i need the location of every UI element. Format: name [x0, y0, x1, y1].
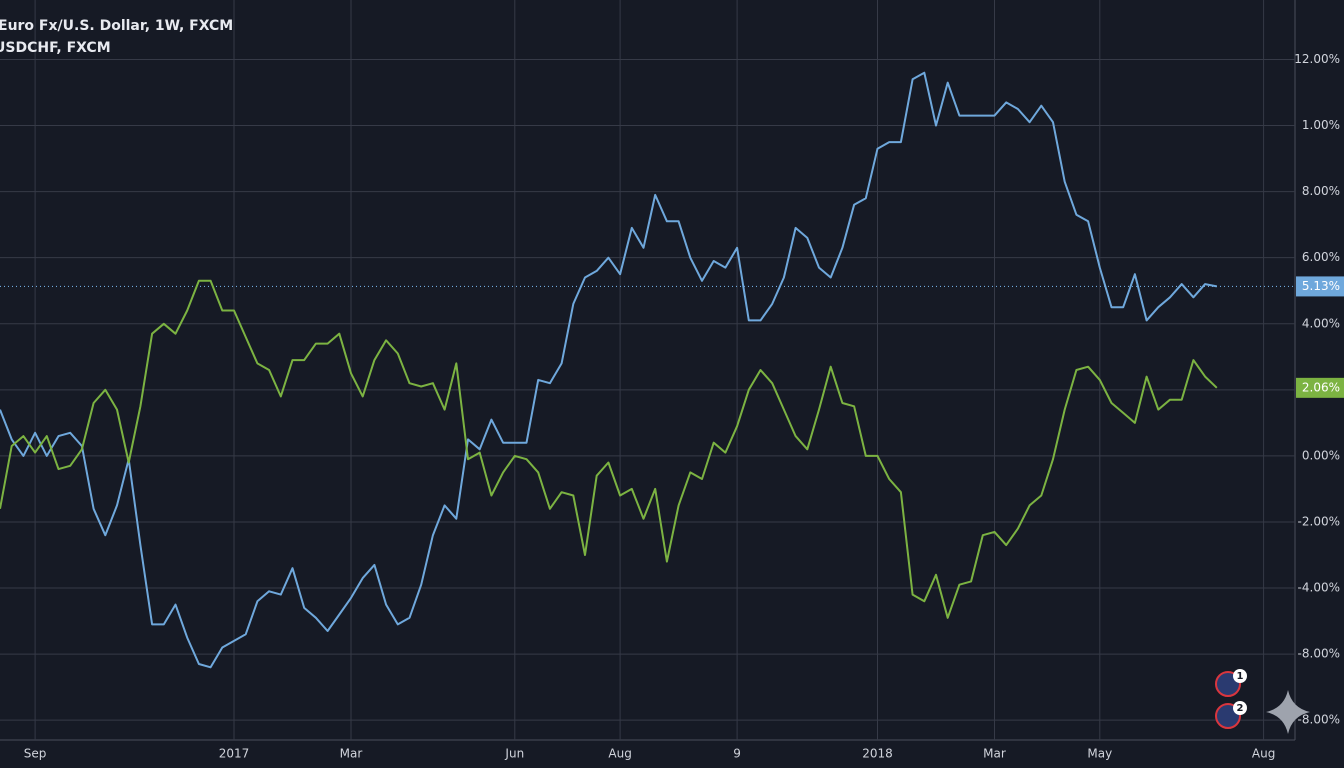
y-tick-label: 12.00% — [1294, 52, 1340, 66]
legend-entry: USDCHF, FXCM — [0, 40, 111, 56]
y-tick-label: 6.00% — [1302, 250, 1340, 264]
price-label-box — [1296, 377, 1344, 398]
series-line — [0, 279, 1218, 619]
badge-number: 2 — [1237, 703, 1244, 714]
x-tick-label: Sep — [24, 747, 47, 761]
x-tick-label: May — [1087, 747, 1112, 761]
y-tick-label: -8.00% — [1298, 713, 1340, 727]
x-tick-label: Aug — [1252, 747, 1275, 761]
y-tick-label: 8.00% — [1302, 184, 1340, 198]
y-tick-label: 0.00% — [1302, 448, 1340, 462]
y-tick-label: 4.00% — [1302, 316, 1340, 330]
x-tick-label: 2017 — [219, 747, 250, 761]
x-tick-label: 2018 — [862, 747, 893, 761]
watermark-icon — [1266, 690, 1310, 734]
y-tick-label: -8.00% — [1298, 647, 1340, 661]
badge-number-bg — [1233, 669, 1247, 683]
x-tick-label: 9 — [733, 747, 741, 761]
price-label-box — [1296, 276, 1344, 297]
y-tick-label: -2.00% — [1298, 514, 1340, 528]
x-tick-label: Mar — [340, 747, 363, 761]
series-line — [0, 71, 1217, 669]
x-tick-label: Mar — [983, 747, 1006, 761]
x-tick-label: Jun — [504, 747, 524, 761]
legend-entry: Euro Fx/U.S. Dollar, 1W, FXCM — [0, 18, 233, 34]
price-label: 2.06% — [1302, 380, 1340, 394]
y-tick-label: -4.00% — [1298, 581, 1340, 595]
y-tick-label: 1.00% — [1302, 118, 1340, 132]
x-tick-label: Aug — [608, 747, 631, 761]
badge-number-bg — [1233, 701, 1247, 715]
price-label: 5.13% — [1302, 279, 1340, 293]
badge-number: 1 — [1237, 671, 1244, 682]
